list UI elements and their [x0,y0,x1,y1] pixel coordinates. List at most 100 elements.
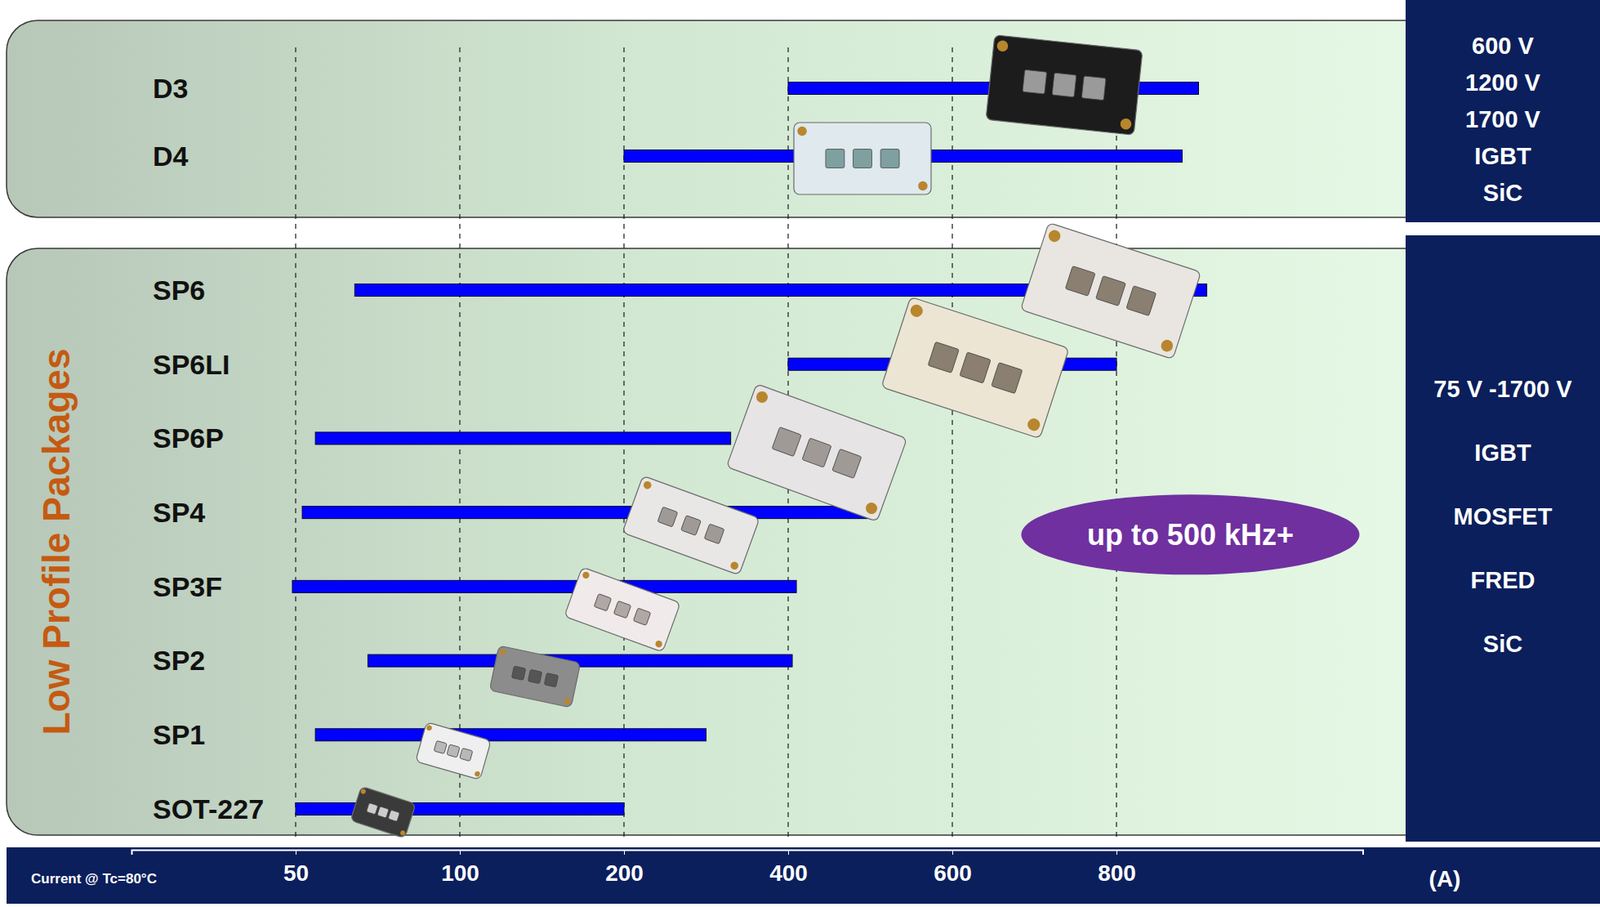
category-label: D4 [152,140,189,172]
annotation: up to 500 kHz+ [1020,494,1360,575]
spec-label: SiC [1483,630,1523,657]
module-picture [415,722,492,780]
x-tick-label: 200 [605,860,644,886]
module-terminal [802,437,832,468]
spec-label: 1700 V [1465,106,1542,133]
category-label: SP6LI [152,348,230,380]
module-terminal [377,806,389,818]
x-tick-label: 800 [1097,860,1137,886]
module-terminal [771,427,802,457]
module-terminal [459,747,473,761]
chart-root: D3D4SP6SP6LISP6PSP4SP3FSP2SP1SOT-227Low … [0,0,1600,907]
category-label: SP6P [152,422,224,454]
module-terminal [632,607,651,625]
module-terminal [1096,276,1127,307]
spec-label: IGBT [1474,439,1532,466]
module-body [793,122,932,195]
module-screw [797,126,807,136]
module-pictures [350,35,1202,838]
module-terminal [657,506,678,527]
axis-band [6,846,1600,904]
x-tick: 600 [933,849,972,886]
module-terminal [446,744,460,758]
panel-background [6,20,1445,218]
panels [6,20,1445,835]
module-picture [985,35,1143,135]
module-screw [426,724,433,731]
category-label: SP6 [152,274,206,306]
spec-label: IGBT [1474,142,1532,170]
module-terminal [387,809,400,821]
module-terminal [959,352,991,384]
spec-label: 600 V [1471,32,1534,59]
module-screw [918,181,928,191]
module-terminal [543,672,558,687]
category-label: D3 [152,72,188,104]
range-bar [367,654,793,667]
x-tick: 50 [283,849,309,886]
spec-label: 75 V -1700 V [1433,375,1573,402]
category-labels: D3D4SP6SP6LISP6PSP4SP3FSP2SP1SOT-227 [152,72,264,825]
module-terminal [1081,75,1106,101]
group-title: Low Profile Packages [35,348,78,736]
module-terminal [511,665,526,680]
x-tick-label: 100 [441,860,480,886]
panel-background [6,248,1445,835]
grid [295,47,1117,842]
module-screw [1159,338,1175,353]
module-body [985,35,1143,135]
module-body [564,566,681,652]
module-screw [642,480,653,491]
x-tick: 100 [441,849,480,886]
module-body [726,383,907,522]
x-tick-mark [623,849,625,855]
module-terminal [433,739,447,754]
x-tick-mark [1116,849,1118,855]
module-terminal [853,149,873,169]
grid-line [951,47,953,842]
range-bar [315,728,706,741]
module-body [489,645,580,708]
module-picture [726,383,907,522]
module-screw [1025,416,1042,433]
spec-panel [1405,235,1600,842]
module-screw [499,648,507,656]
module-picture [881,296,1070,438]
module-terminal [880,149,900,169]
module-terminal [825,149,845,169]
module-picture [564,566,681,652]
module-picture [489,645,580,708]
module-screw [399,829,406,837]
x-tick-mark [952,849,954,855]
module-terminal [613,600,631,618]
x-tick: 400 [769,849,808,886]
x-axis-title: Current @ Tc=80°C [31,870,157,887]
module-screw [1047,228,1062,244]
x-axis: 50 100 200 400 600 800 [132,849,1364,886]
grid-line [294,47,296,842]
module-picture [622,475,760,575]
module-screw [864,500,879,516]
module-body [622,475,760,575]
bars [292,82,1208,816]
module-screw [729,560,740,571]
spec-label: SiC [1483,179,1523,206]
range-bar [302,506,870,519]
x-tick: 200 [605,849,644,886]
category-label: SOT-227 [152,793,264,825]
module-screw [473,770,481,777]
spec-label: MOSFET [1453,503,1553,530]
x-tick: 800 [1097,849,1137,886]
annotation-text: up to 500 kHz+ [1087,517,1294,552]
module-screw [654,639,664,649]
module-terminal [365,802,378,814]
module-body [881,296,1070,438]
x-tick-mark [459,849,461,855]
spec-column: 600 V1200 V1700 VIGBTSiC75 V -1700 VIGBT… [1405,0,1600,842]
module-body [350,785,416,838]
x-tick-label: 50 [283,860,309,886]
x-tick-label: 400 [769,860,808,886]
x-tick-label: 600 [933,860,972,886]
module-screw [581,570,591,580]
module-terminal [527,668,542,683]
